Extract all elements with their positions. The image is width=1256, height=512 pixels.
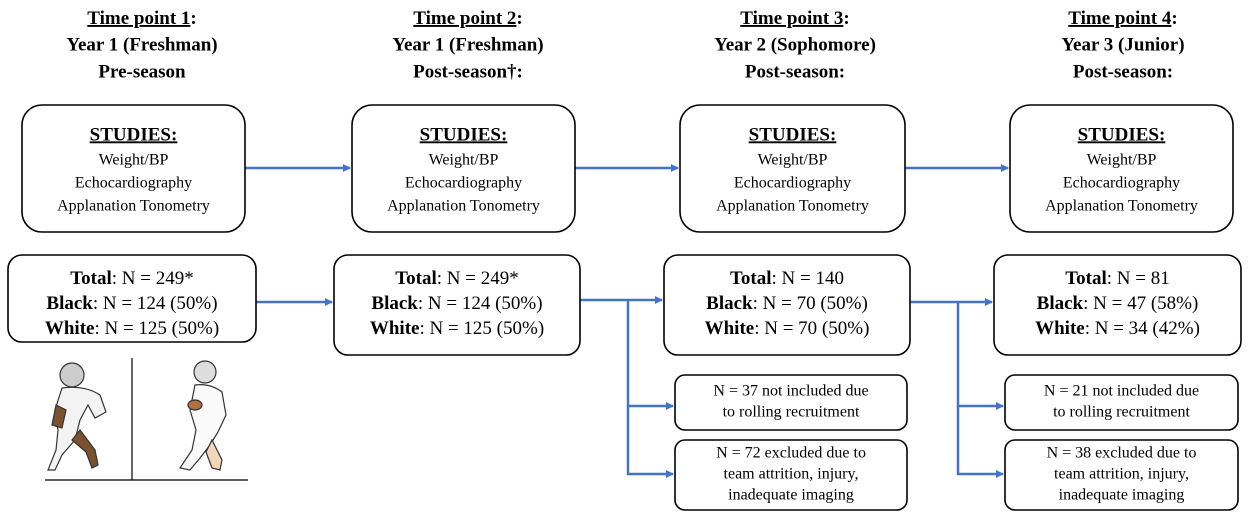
count-value: : N = 124 (50%) <box>418 293 543 314</box>
count-value: : N = 70 (50%) <box>754 318 869 339</box>
timepoint: Time point 4: Year 3 (Junior) Post-season:… <box>994 8 1241 510</box>
heading-line: Time point 4: <box>1068 8 1177 29</box>
exclusion-line: team attrition, injury, <box>1054 466 1189 483</box>
count-label: White <box>370 318 420 339</box>
study-item: Echocardiography <box>75 175 192 192</box>
count-label: White <box>705 318 755 339</box>
exclusion-line: N = 72 excluded due to <box>716 445 866 462</box>
count-value: : N = 81 <box>1107 268 1170 289</box>
study-item: Weight/BP <box>758 152 828 169</box>
exclusion-line: N = 37 not included due <box>713 383 868 400</box>
count-value: : N = 140 <box>772 268 844 289</box>
study-item: Echocardiography <box>1063 175 1180 192</box>
study-item: Applanation Tonometry <box>387 198 540 215</box>
count-label: Black <box>706 293 753 314</box>
count-label: Total <box>730 268 772 289</box>
count-line: Total: N = 249* <box>70 268 194 289</box>
heading-line: Post-season: <box>1073 61 1173 82</box>
heading-line: Year 2 (Sophomore) <box>714 34 876 55</box>
studies-title: STUDIES: <box>1078 124 1166 145</box>
heading-suffix: : <box>1171 8 1177 29</box>
count-label: Black <box>371 293 418 314</box>
player-black <box>48 363 106 470</box>
exclusion-line: N = 38 excluded due to <box>1047 445 1197 462</box>
heading-suffix: : <box>843 8 849 29</box>
count-label: Total <box>70 268 112 289</box>
studies-title: STUDIES: <box>749 124 837 145</box>
study-item: Weight/BP <box>429 152 499 169</box>
timepoint: Time point 1: Year 1 (Freshman) Pre-season… <box>8 8 256 342</box>
heading-line: Year 3 (Junior) <box>1061 34 1184 55</box>
count-value: : N = 70 (50%) <box>753 293 868 314</box>
heading-line: Year 1 (Freshman) <box>66 34 217 55</box>
timepoints: Time point 1: Year 1 (Freshman) Pre-season… <box>8 8 1241 510</box>
count-label: White <box>45 318 95 339</box>
study-item: Weight/BP <box>1087 152 1157 169</box>
count-label: Black <box>46 293 93 314</box>
studies-title: STUDIES: <box>90 124 178 145</box>
study-item: Echocardiography <box>405 175 522 192</box>
count-line: Black: N = 124 (50%) <box>46 293 217 314</box>
heading-label: Time point 3 <box>740 8 843 29</box>
exclusion-line: to rolling recruitment <box>1053 404 1190 421</box>
count-value: : N = 249* <box>437 268 519 289</box>
flow-diagram: Time point 1: Year 1 (Freshman) Pre-season… <box>0 0 1256 512</box>
count-value: : N = 47 (58%) <box>1083 293 1198 314</box>
player-illustrations <box>45 358 248 480</box>
timepoint: Time point 2: Year 1 (Freshman) Post-seaso… <box>334 8 580 355</box>
count-value: : N = 124 (50%) <box>93 293 218 314</box>
count-line: White: N = 70 (50%) <box>705 318 870 339</box>
exclusion-line: to rolling recruitment <box>723 404 860 421</box>
count-line: Black: N = 124 (50%) <box>371 293 542 314</box>
exclusion-line: inadequate imaging <box>728 487 854 504</box>
count-value: : N = 125 (50%) <box>94 318 219 339</box>
count-value: : N = 125 (50%) <box>419 318 544 339</box>
studies-title: STUDIES: <box>420 124 508 145</box>
count-line: Total: N = 249* <box>395 268 519 289</box>
study-item: Applanation Tonometry <box>57 198 210 215</box>
heading-line: Time point 1: <box>87 8 196 29</box>
heading-suffix: : <box>190 8 196 29</box>
study-item: Applanation Tonometry <box>716 198 869 215</box>
count-line: White: N = 34 (42%) <box>1035 318 1200 339</box>
heading-label: Time point 4 <box>1068 8 1172 29</box>
exclusion-line: N = 21 not included due <box>1044 383 1199 400</box>
heading-line: Pre-season <box>98 61 186 82</box>
heading-line: Time point 2: <box>413 8 522 29</box>
study-item: Applanation Tonometry <box>1045 198 1198 215</box>
study-item: Weight/BP <box>99 152 169 169</box>
count-label: Black <box>1037 293 1084 314</box>
heading-label: Time point 1 <box>87 8 190 29</box>
count-line: Total: N = 81 <box>1065 268 1170 289</box>
count-label: Total <box>1065 268 1107 289</box>
count-line: Black: N = 47 (58%) <box>1037 293 1199 314</box>
heading-line: Time point 3: <box>740 8 849 29</box>
heading-line: Post-season: <box>745 61 845 82</box>
player-white <box>180 361 226 470</box>
count-label: White <box>1035 318 1085 339</box>
exclusion-line: inadequate imaging <box>1059 487 1185 504</box>
count-line: Total: N = 140 <box>730 268 844 289</box>
count-value: : N = 249* <box>112 268 194 289</box>
exclusion-line: team attrition, injury, <box>724 466 859 483</box>
count-line: Black: N = 70 (50%) <box>706 293 868 314</box>
count-line: White: N = 125 (50%) <box>45 318 219 339</box>
heading-suffix: : <box>516 8 522 29</box>
timepoint: Time point 3: Year 2 (Sophomore) Post-seas… <box>664 8 910 510</box>
heading-line: Post-season†: <box>413 61 523 82</box>
count-label: Total <box>395 268 437 289</box>
study-item: Echocardiography <box>734 175 851 192</box>
count-value: : N = 34 (42%) <box>1085 318 1200 339</box>
heading-line: Year 1 (Freshman) <box>392 34 543 55</box>
count-line: White: N = 125 (50%) <box>370 318 544 339</box>
heading-label: Time point 2 <box>413 8 516 29</box>
